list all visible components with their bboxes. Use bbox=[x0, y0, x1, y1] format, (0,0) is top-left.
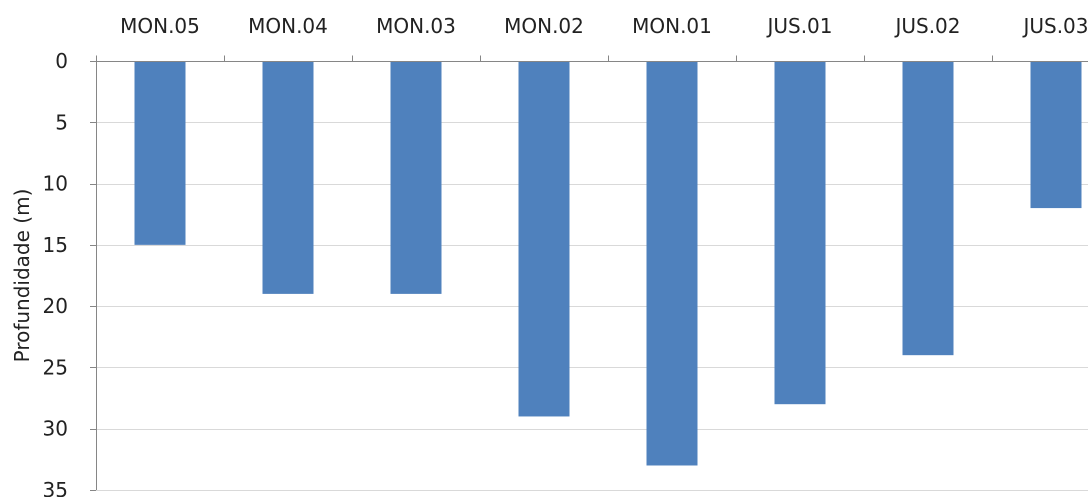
y-tick-label: 0 bbox=[55, 49, 68, 73]
x-tick-label: JUS.01 bbox=[765, 14, 832, 38]
y-tick-label: 35 bbox=[43, 478, 68, 497]
x-tick-label: MON.01 bbox=[632, 14, 712, 38]
x-tick-label: JUS.03 bbox=[1021, 14, 1088, 38]
y-tick-label: 20 bbox=[43, 294, 68, 318]
bar-mon-04 bbox=[262, 61, 314, 294]
x-tick-label: MON.05 bbox=[120, 14, 200, 38]
bar-mon-01 bbox=[646, 61, 698, 466]
bar-mon-02 bbox=[518, 61, 570, 417]
bar-mon-03 bbox=[390, 61, 442, 294]
bar-jus-03 bbox=[1030, 61, 1082, 209]
y-tick-label: 5 bbox=[55, 110, 68, 134]
x-tick-label: JUS.02 bbox=[893, 14, 960, 38]
x-tick-labels: MON.05 MON.04 MON.03 MON.02 MON.01 JUS.01 JUS.… bbox=[120, 14, 1088, 38]
x-tick-label: MON.03 bbox=[376, 14, 456, 38]
y-tick-label: 15 bbox=[43, 233, 68, 257]
bars bbox=[134, 61, 1082, 466]
y-tick-labels: 0 5 10 15 20 25 30 35 bbox=[43, 49, 68, 497]
bar-jus-01 bbox=[774, 61, 826, 405]
x-tick-label: MON.04 bbox=[248, 14, 328, 38]
bar-jus-02 bbox=[902, 61, 954, 356]
y-tick-label: 25 bbox=[43, 355, 68, 379]
y-tick-label: 10 bbox=[43, 172, 68, 196]
y-tick-label: 30 bbox=[43, 417, 68, 441]
axes bbox=[90, 55, 1088, 491]
y-axis-title: Profundidade (m) bbox=[10, 189, 34, 363]
x-tick-label: MON.02 bbox=[504, 14, 584, 38]
bar-mon-05 bbox=[134, 61, 186, 245]
